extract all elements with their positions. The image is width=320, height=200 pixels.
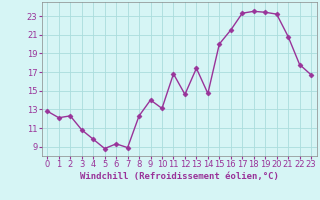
X-axis label: Windchill (Refroidissement éolien,°C): Windchill (Refroidissement éolien,°C): [80, 172, 279, 181]
